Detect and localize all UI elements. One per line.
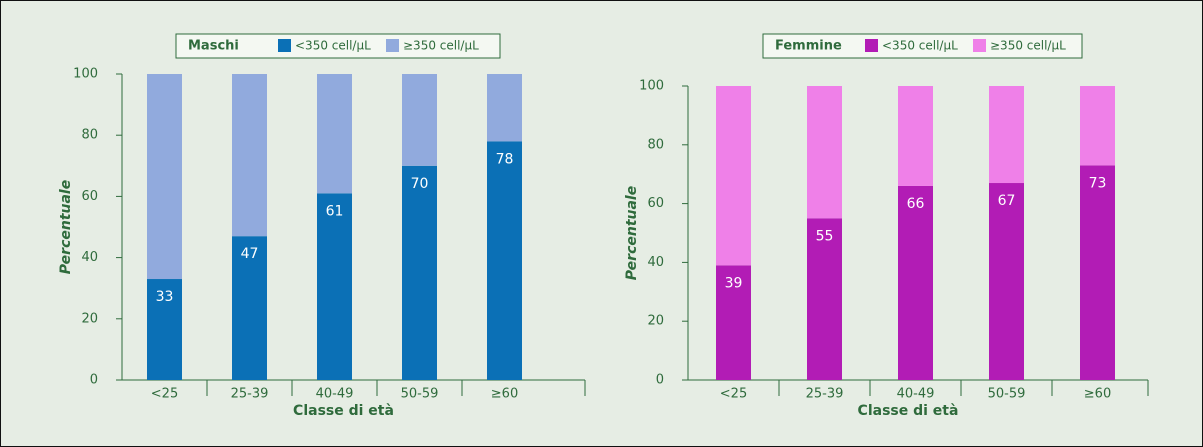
data-label: 78 <box>496 151 514 167</box>
bar-segment <box>487 141 522 380</box>
bar-segment <box>147 74 182 280</box>
legend-swatch <box>386 39 399 52</box>
bar-segment <box>232 74 267 237</box>
y-tick-label: 0 <box>656 373 664 388</box>
bar-segment <box>989 86 1024 184</box>
y-tick-label: 100 <box>639 79 664 94</box>
bar-segment <box>716 86 751 266</box>
legend-title: Femmine <box>775 39 842 54</box>
legend-label: <350 cell/μL <box>882 39 958 53</box>
bar-segment <box>989 183 1024 380</box>
data-label: 39 <box>725 275 743 291</box>
bar-segment <box>147 279 182 380</box>
y-tick-label: 100 <box>73 67 98 82</box>
y-tick-label: 0 <box>90 373 98 388</box>
x-axis-label: Classe di età <box>293 403 394 419</box>
x-tick-label: 25-39 <box>806 387 844 402</box>
legend-swatch <box>973 39 986 52</box>
data-label: 70 <box>411 176 429 192</box>
y-tick-label: 80 <box>81 128 98 143</box>
legend-label: ≥350 cell/μL <box>403 39 479 53</box>
y-tick-label: 20 <box>647 314 664 329</box>
data-label: 55 <box>816 228 834 244</box>
y-tick-label: 60 <box>647 196 664 211</box>
data-label: 67 <box>998 193 1016 209</box>
x-axis-label: Classe di età <box>858 403 959 419</box>
y-axis-label: Percentuale <box>58 180 74 274</box>
legend-label: <350 cell/μL <box>295 39 371 53</box>
bar-segment <box>716 265 751 380</box>
bar-segment <box>1080 86 1115 166</box>
legend-label: ≥350 cell/μL <box>990 39 1066 53</box>
bar-segment <box>232 236 267 380</box>
legend-swatch <box>278 39 291 52</box>
data-label: 66 <box>907 196 925 212</box>
bar-segment <box>317 74 352 194</box>
data-label: 33 <box>156 289 174 305</box>
x-tick-label: ≥60 <box>1084 387 1111 402</box>
y-tick-label: 60 <box>81 189 98 204</box>
y-tick-label: 40 <box>81 250 98 265</box>
x-tick-label: <25 <box>720 387 747 402</box>
bar-segment <box>487 74 522 142</box>
bar-segment <box>807 86 842 219</box>
x-tick-label: 50-59 <box>988 387 1026 402</box>
y-axis-label: Percentuale <box>624 186 640 280</box>
x-tick-label: <25 <box>151 387 178 402</box>
legend-swatch <box>865 39 878 52</box>
bar-segment <box>317 193 352 380</box>
bar-segment <box>402 165 437 380</box>
data-label: 61 <box>326 203 344 219</box>
x-tick-label: 40-49 <box>897 387 935 402</box>
data-label: 47 <box>241 246 259 262</box>
x-tick-label: 40-49 <box>316 387 354 402</box>
bar-segment <box>402 74 437 166</box>
x-tick-label: ≥60 <box>491 387 518 402</box>
bar-segment <box>898 86 933 186</box>
bar-segment <box>1080 165 1115 380</box>
y-tick-label: 20 <box>81 311 98 326</box>
legend-box <box>762 33 1083 59</box>
x-tick-label: 25-39 <box>231 387 269 402</box>
y-tick-label: 40 <box>647 255 664 270</box>
bar-segment <box>898 185 933 380</box>
bar-segment <box>807 218 842 380</box>
legend-title: Maschi <box>188 39 239 54</box>
y-tick-label: 80 <box>647 137 664 152</box>
data-label: 73 <box>1089 175 1107 191</box>
legend-box <box>175 33 501 59</box>
x-tick-label: 50-59 <box>401 387 439 402</box>
